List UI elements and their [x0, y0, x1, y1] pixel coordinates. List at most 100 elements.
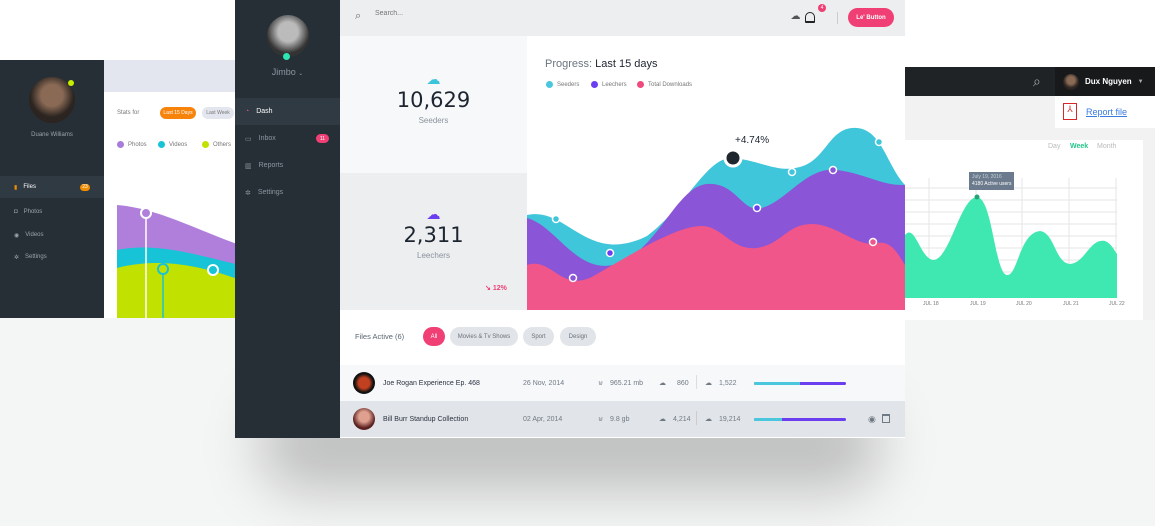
label: Settings: [25, 254, 47, 260]
seeds-count: 860: [677, 379, 689, 387]
status-dot: [68, 80, 74, 86]
seeders-label: Seeders: [418, 116, 449, 125]
sidebar-item-settings[interactable]: ✲ Settings: [0, 246, 104, 268]
filter-movies-tv[interactable]: Movies & Tv Shows: [450, 327, 518, 346]
period-week[interactable]: Week: [1070, 143, 1089, 150]
le-button[interactable]: Le' Button: [848, 8, 894, 27]
user-name: Dux Nguyen: [1085, 77, 1132, 86]
sidebar-item-videos[interactable]: ◉ Videos: [0, 224, 104, 246]
search-icon: ⌕: [355, 10, 362, 22]
area-others: [117, 263, 240, 318]
label: Files: [23, 184, 36, 190]
progress-area-chart: [527, 127, 905, 310]
left-sidebar: Duane Williams ▮ Files 23 ◘ Photos ◉ Videos …: [0, 60, 104, 318]
legend-others: Others: [202, 141, 231, 148]
period-day[interactable]: Day: [1048, 143, 1061, 150]
user-menu[interactable]: Dux Nguyen ▼: [1055, 67, 1155, 96]
change-value: 12%: [492, 285, 507, 292]
chart-title: Progress: Last 15 days: [545, 58, 658, 70]
marker: [828, 165, 838, 175]
marker: [974, 194, 980, 200]
gear-icon: ✲: [14, 254, 20, 261]
play-icon: ◉: [14, 232, 20, 239]
title-range: Last 15 days: [595, 58, 658, 70]
sidebar-item-settings[interactable]: ✲ Settings: [235, 179, 340, 206]
pdf-icon: ⅄: [1063, 103, 1077, 120]
upload-cloud-icon[interactable]: ☁: [790, 11, 801, 22]
progress-bar: [754, 417, 846, 421]
sidebar-item-files[interactable]: ▮ Files 23: [0, 176, 104, 198]
leech-count: 19,214: [719, 415, 741, 423]
legend-videos: Videos: [158, 141, 187, 148]
right-analytics-panel: ⌕ Dux Nguyen ▼ ⅄ Report file Day Week Mon…: [905, 67, 1155, 320]
left-header: [104, 60, 240, 92]
report-file-link[interactable]: Report file: [1086, 107, 1128, 117]
filter-design[interactable]: Design: [560, 327, 596, 346]
marker: [157, 263, 169, 275]
download-cloud-icon: ☁: [426, 206, 441, 222]
main-sidebar: Jimbo ⌄ ◔ Dash ▭ Inbox 11 ▥ Reports ✲ Setting…: [235, 0, 340, 438]
left-area-chart: [117, 205, 240, 318]
file-size: 965.21 mb: [610, 379, 644, 387]
label: Photos: [23, 209, 43, 215]
divider: [696, 411, 697, 425]
highlight-marker: [723, 148, 743, 168]
tooltip-value: 4180 Active users: [972, 181, 1012, 187]
marker: [752, 203, 762, 213]
range-last-15-days[interactable]: Last 15 Days: [160, 107, 196, 119]
notification-badge: 4: [818, 4, 826, 12]
arrow-down-right-icon: ↘: [485, 285, 491, 292]
left-dashboard-panel: Duane Williams ▮ Files 23 ◘ Photos ◉ Videos …: [0, 60, 240, 318]
avatar[interactable]: [267, 15, 309, 57]
label: Dash: [256, 108, 273, 115]
user-name[interactable]: Duane Williams: [31, 132, 73, 138]
dashboard-icon: ◔: [245, 108, 250, 115]
sidebar-item-inbox[interactable]: ▭ Inbox 11: [235, 125, 340, 152]
table-row[interactable]: Joe Rogan Experience Ep. 468 26 Nov, 201…: [340, 365, 905, 401]
legend-seeders: Seeders: [546, 81, 579, 88]
download-icon: ☁: [705, 380, 712, 387]
search-input[interactable]: [375, 10, 575, 17]
marker: [605, 248, 615, 258]
file-icon: ▮: [14, 184, 18, 191]
label: Inbox: [258, 135, 276, 142]
sidebar-item-dash[interactable]: ◔ Dash: [235, 98, 340, 125]
leechers-card: ☁ 2,311 Leechers ↘ 12%: [340, 173, 527, 310]
sidebar-item-photos[interactable]: ◘ Photos: [0, 201, 104, 223]
chart-annotation: +4.74%: [735, 135, 770, 146]
file-name: Joe Rogan Experience Ep. 468: [383, 379, 480, 387]
legend-leechers: Leechers: [591, 81, 627, 88]
leech-count: 1,522: [719, 379, 737, 387]
badge: 11: [316, 134, 329, 143]
file-date: 26 Nov, 2014: [523, 379, 565, 387]
marker: [207, 264, 219, 276]
area-active-users: [905, 197, 1117, 298]
avatar[interactable]: [29, 77, 75, 123]
period-month[interactable]: Month: [1097, 143, 1117, 150]
x-label: JUL 22: [1109, 301, 1125, 307]
inbox-icon: ▭: [245, 135, 252, 143]
label: Videos: [25, 232, 44, 238]
user-name: Jimbo: [271, 67, 296, 77]
online-status-dot: [283, 53, 290, 60]
x-label: JUL 20: [1016, 301, 1032, 307]
seeds-count: 4,214: [673, 415, 691, 423]
tooltip: July 19, 2016 4180 Active users: [969, 172, 1015, 190]
trash-icon[interactable]: [882, 414, 890, 423]
filter-all[interactable]: All: [423, 327, 445, 346]
marker: [568, 273, 578, 283]
user-menu[interactable]: Jimbo ⌄: [235, 67, 340, 77]
bell-icon[interactable]: [805, 12, 815, 23]
marker: [787, 167, 797, 177]
seeders-value: 10,629: [396, 88, 471, 112]
filter-sport[interactable]: Sport: [523, 327, 554, 346]
range-last-week[interactable]: Last Week: [202, 107, 234, 119]
chart-card: Day Week Month July 19, 2016 4180 Active …: [905, 140, 1143, 320]
sidebar-item-reports[interactable]: ▥ Reports: [235, 152, 340, 179]
seeders-card: ☁ 10,629 Seeders: [340, 36, 527, 173]
upload-icon: ☁: [659, 416, 666, 423]
table-row[interactable]: Bill Burr Standup Collection 02 Apr, 201…: [340, 401, 905, 437]
eye-icon[interactable]: ◉: [868, 413, 876, 424]
search-icon[interactable]: ⌕: [1033, 73, 1041, 89]
label: Reports: [258, 162, 284, 169]
